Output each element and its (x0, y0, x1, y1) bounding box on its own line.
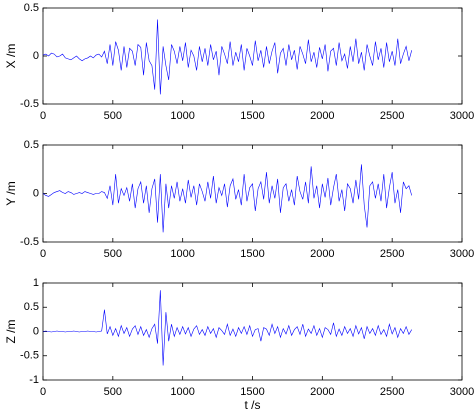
x-tick-label: 1500 (240, 248, 264, 260)
y-tick-label: 0.5 (24, 139, 39, 151)
y-tick-label: 0.5 (24, 301, 39, 313)
y-tick-label: -1 (29, 374, 39, 386)
x-tick-label: 1000 (170, 248, 194, 260)
x-tick-label: 2000 (310, 386, 334, 398)
y-tick-label: -0.5 (20, 236, 39, 248)
y-axis-label: Y /m (4, 181, 18, 205)
axes-box (42, 144, 463, 243)
data-line (42, 164, 413, 233)
y-axis-label: X /m (4, 44, 18, 69)
y-tick-label: 1 (33, 277, 39, 289)
y-axis-label: Z /m (4, 320, 18, 344)
data-line (42, 19, 413, 95)
y-tick-label: 0.5 (24, 2, 39, 14)
x-tick-label: 2500 (380, 110, 404, 122)
x-tick-label: 3000 (450, 110, 474, 122)
x-tick-label: 1500 (240, 110, 264, 122)
x-tick-label: 1000 (170, 386, 194, 398)
x-tick-label: 500 (104, 386, 122, 398)
x-tick-label: 0 (40, 248, 46, 260)
y-tick-label: 0 (33, 325, 39, 337)
data-line (42, 290, 412, 366)
x-tick-label: 500 (104, 248, 122, 260)
x-axis-label: t /s (244, 398, 260, 412)
x-tick-label: 0 (40, 110, 46, 122)
x-tick-label: 1500 (240, 386, 264, 398)
x-tick-label: 2000 (310, 248, 334, 260)
x-tick-label: 2000 (310, 110, 334, 122)
x-tick-label: 0 (40, 386, 46, 398)
x-tick-label: 3000 (450, 248, 474, 260)
y-tick-label: 0 (33, 187, 39, 199)
x-tick-label: 500 (104, 110, 122, 122)
y-tick-label: -0.5 (20, 350, 39, 362)
axes-box (42, 282, 463, 381)
x-tick-label: 2500 (380, 248, 404, 260)
x-tick-label: 2500 (380, 386, 404, 398)
y-tick-label: 0 (33, 50, 39, 62)
y-tick-label: -0.5 (20, 98, 39, 110)
x-tick-label: 1000 (170, 110, 194, 122)
x-tick-label: 3000 (450, 386, 474, 398)
axes-box (42, 7, 463, 105)
